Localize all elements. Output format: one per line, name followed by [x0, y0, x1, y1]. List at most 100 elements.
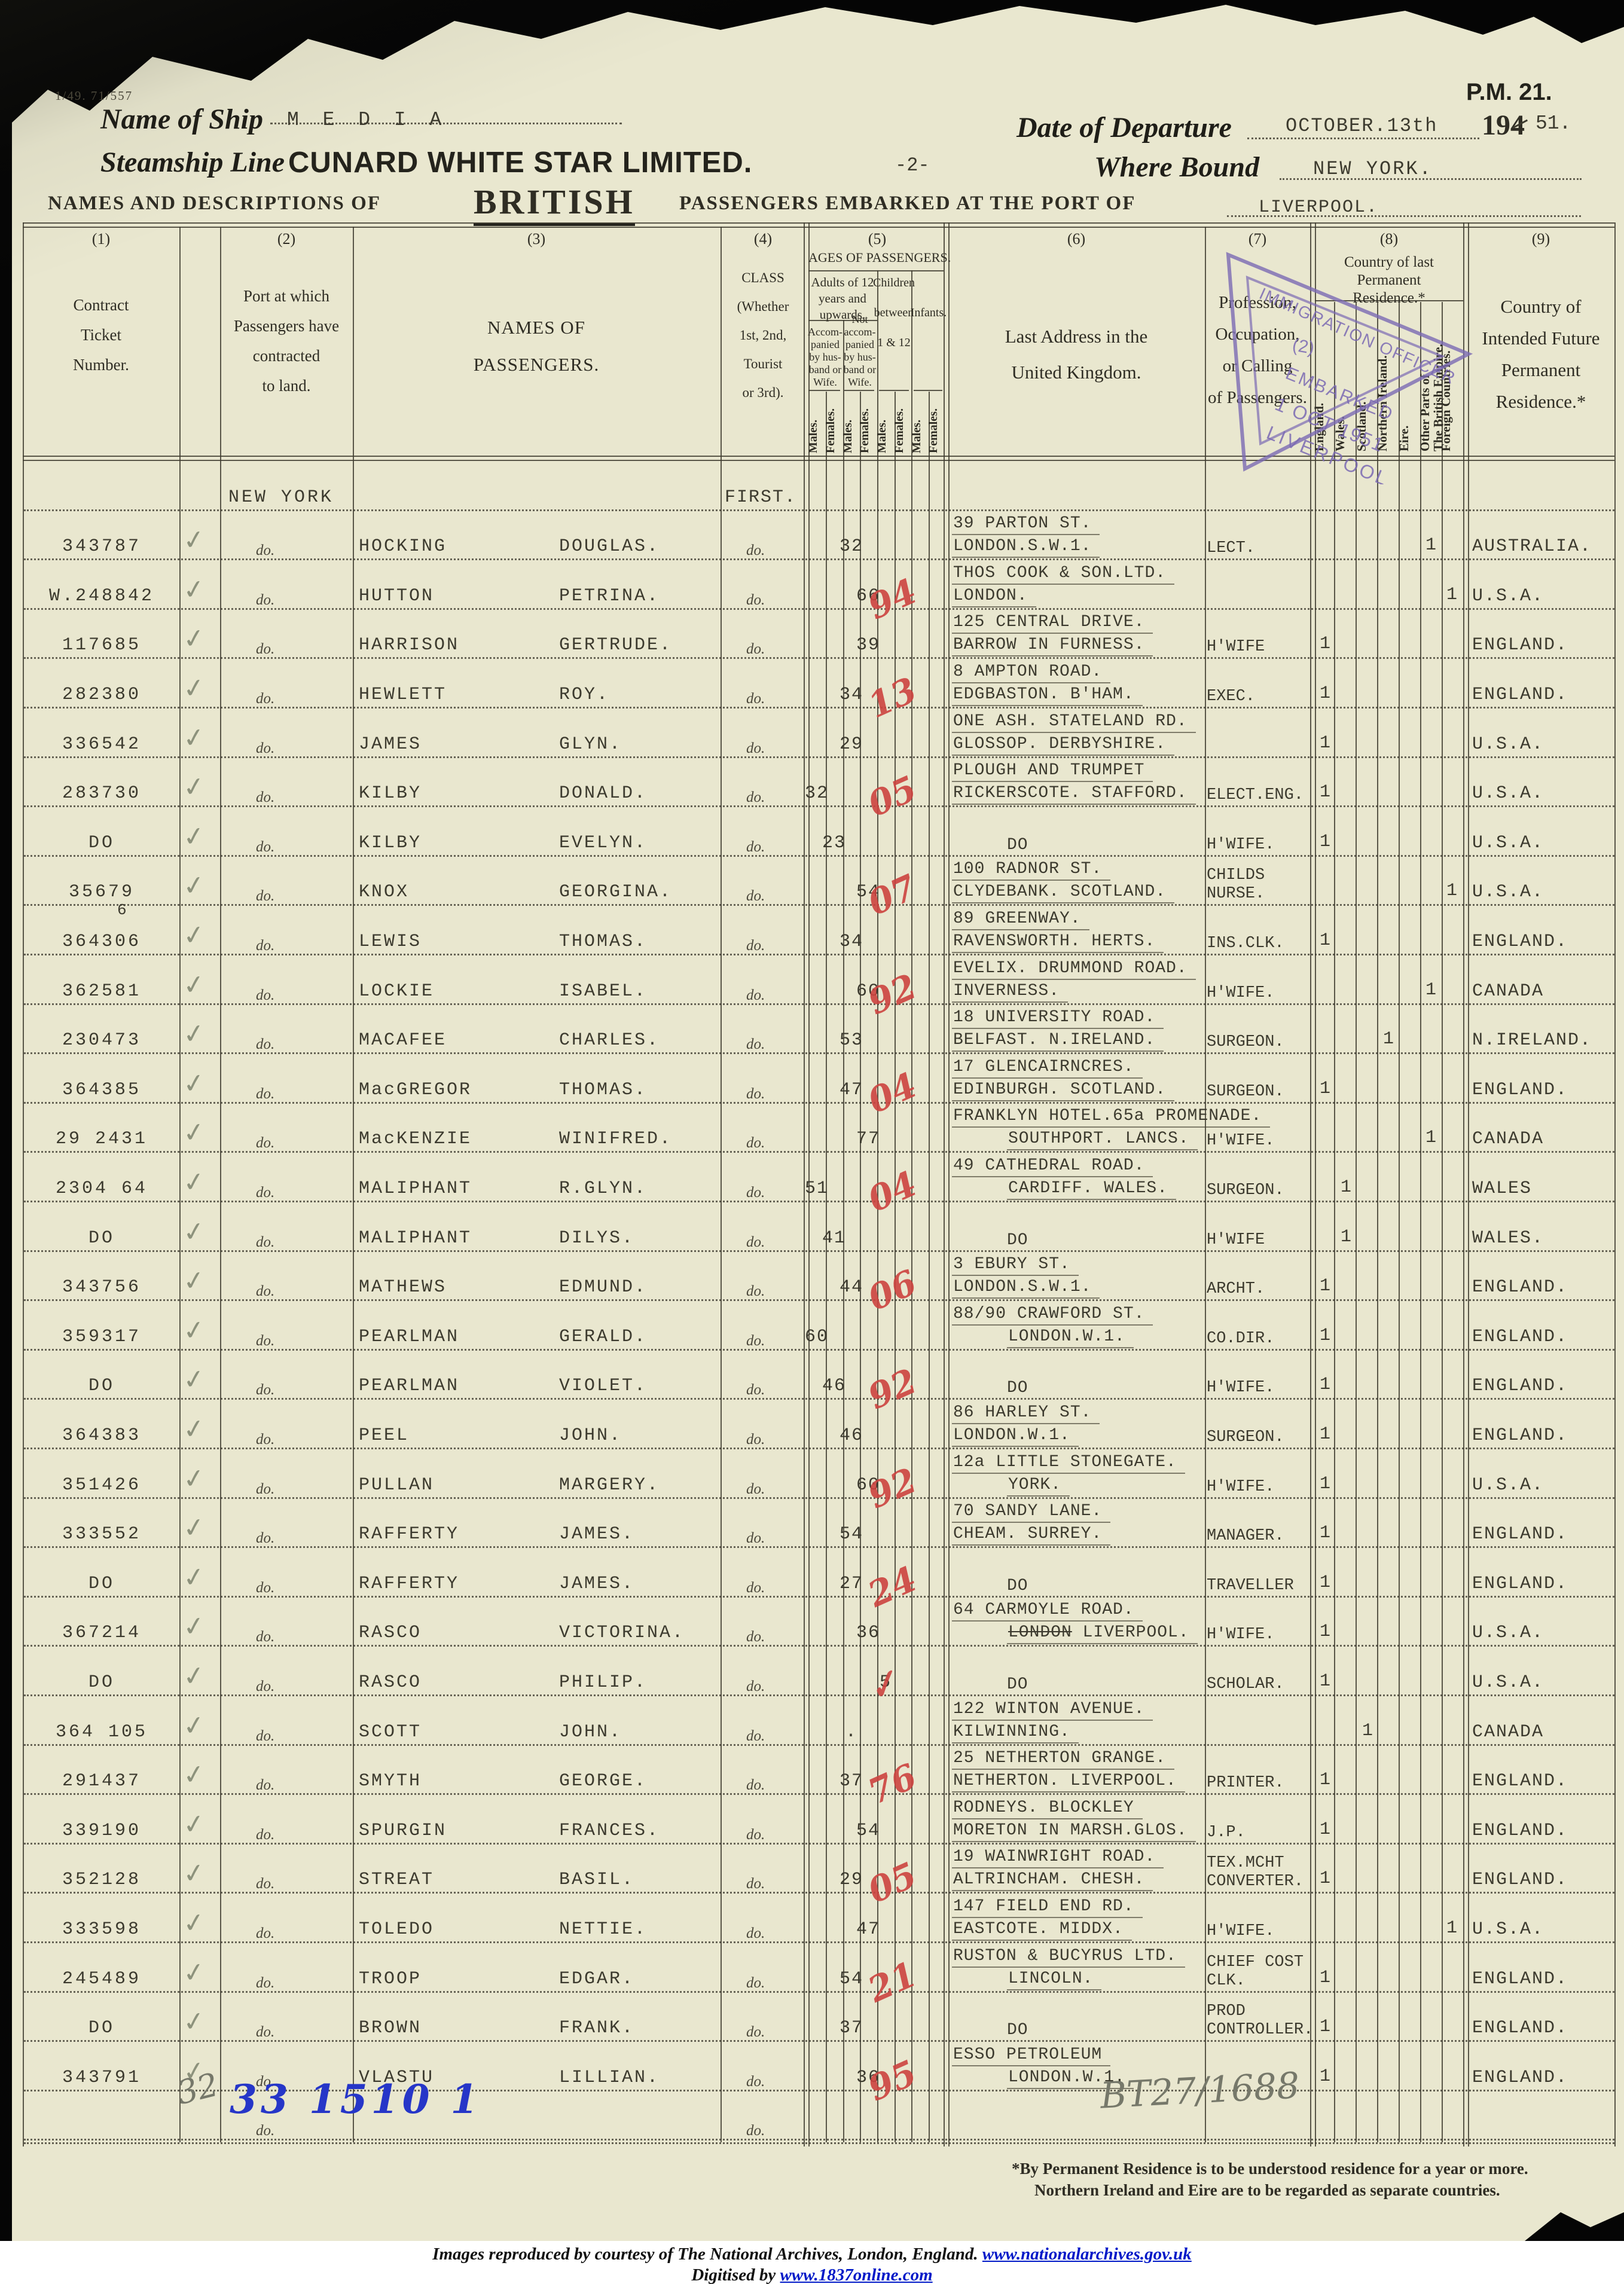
address-line-2: CLYDEBANK. SCOTLAND. [952, 883, 1175, 904]
class-ditto: do. [746, 1283, 765, 1300]
checkmark-icon: ✓ [181, 1758, 207, 1792]
age-value: 32 [804, 783, 829, 804]
row-separator [24, 1101, 1614, 1104]
1837online-link[interactable]: www.1837online.com [780, 2265, 933, 2284]
credits-text-1: Images reproduced by courtesy of The Nat… [432, 2245, 982, 2264]
surname: VLASTU [359, 2067, 435, 2088]
forename: CHARLES. [559, 1030, 660, 1051]
table-rule-line [23, 227, 1614, 228]
forename: GERTRUDE. [559, 635, 673, 656]
ticket-number: 29 2431 [55, 1129, 148, 1150]
passenger-row: 364385 ✓ do. MacGREGOR THOMAS. do. 47 04 17 GLEN… [0, 1054, 1624, 1121]
passenger-row: 362581 ✓ do. LOCKIE ISABEL. do. 60 92 EVELIX. DR… [0, 955, 1624, 1022]
forename: VIOLET. [559, 1376, 648, 1397]
ticket-number: 291437 [62, 1771, 142, 1792]
port-ditto: do. [256, 1925, 275, 1941]
column-number: (8) [1379, 230, 1399, 248]
destination-country: ENGLAND. [1472, 1820, 1568, 1841]
embark-port-value: LIVERPOOL. [1259, 197, 1379, 218]
surname: MacKENZIE [359, 1129, 472, 1150]
destination-country: U.S.A. [1472, 832, 1544, 853]
age-value: 23 [822, 832, 846, 853]
row-separator [24, 1743, 1614, 1746]
profession: ARCHT. [1207, 1280, 1265, 1299]
surname: TROOP [359, 1968, 422, 1989]
table-rule-line [808, 270, 944, 271]
surname: SMYTH [359, 1771, 422, 1792]
class-ditto: do. [746, 591, 765, 608]
column-header-label: Residence.* [1495, 391, 1586, 412]
table-rule-line [879, 390, 909, 391]
age-value: . [845, 1721, 857, 1742]
residence-mark: 1 [1319, 1424, 1332, 1445]
passenger-row: 29 2431 ✓ do. MacKENZIE WINIFRED. do. 77 FRANKL… [0, 1104, 1624, 1153]
residence-mark: 1 [1319, 634, 1332, 655]
address-line-2: EDGBASTON. B'HAM. [952, 685, 1143, 706]
port-ditto: do. [256, 1382, 275, 1399]
port-ditto: do. [256, 542, 275, 559]
checkmark-icon: ✓ [181, 1412, 207, 1446]
forename: GERALD. [559, 1326, 648, 1347]
address-line-2: LONDON.W.1. [1007, 2068, 1134, 2089]
passenger-row: 336542 ✓ do. JAMES GLYN. do. 29 ONE ASH. STATEL… [0, 709, 1624, 758]
checkmark-icon: ✓ [181, 1363, 207, 1397]
residence-mark: 1 [1319, 1770, 1332, 1791]
address-line-2: INVERNESS. [952, 982, 1069, 1003]
destination-country: ENGLAND. [1472, 1425, 1568, 1446]
checkmark-icon: ✓ [181, 573, 207, 607]
class-ditto: do. [746, 1974, 765, 1991]
residence-country-label: Northern Ireland. [1375, 355, 1390, 451]
table-rule-line [808, 390, 840, 391]
destination-country: ENGLAND. [1472, 1524, 1568, 1545]
profession: MANAGER. [1207, 1527, 1284, 1546]
ticket-number: 343791 [62, 2067, 142, 2088]
forename: THOMAS. [559, 931, 648, 952]
class-ditto: do. [746, 1925, 765, 1941]
residence-mark: 1 [1362, 1720, 1374, 1741]
residence-mark: 1 [1382, 1029, 1395, 1050]
address-line-1: RUSTON & BUCYRUS LTD. [952, 1947, 1185, 1968]
column-header-label: Permanent [1501, 359, 1581, 380]
class-ditto: do. [746, 2073, 765, 2090]
profession: H'WIFE. [1207, 1132, 1275, 1150]
age-value: 46 [839, 1425, 863, 1446]
blue-ink-annotation: 33 1510 1 [230, 2076, 482, 2123]
national-archives-link[interactable]: www.nationalarchives.gov.uk [982, 2245, 1192, 2264]
ticket-number: 343756 [62, 1277, 142, 1298]
address-line-2: LONDON.W.1. [1007, 1327, 1134, 1348]
surname: PEARLMAN [359, 1376, 460, 1397]
table-rule-line [844, 390, 874, 391]
residence-mark: 1 [1319, 1078, 1332, 1099]
table-column-line [1463, 222, 1464, 2146]
class-ditto: do. [746, 1579, 765, 1596]
class-ditto: do. [746, 641, 765, 658]
ship-name-dotline [270, 123, 622, 124]
age-value: 54 [856, 882, 880, 903]
residence-mark: 1 [1425, 1128, 1437, 1149]
ticket-number: 364 105 [55, 1721, 148, 1742]
residence-country-label: Scotland. [1354, 401, 1369, 451]
age-value: 29 [839, 1870, 863, 1891]
residence-mark: 1 [1319, 1819, 1332, 1840]
table-column-line [721, 227, 722, 2142]
address-line-1: PLOUGH AND TRUMPET [952, 761, 1153, 783]
passenger-row: DO ✓ do. RAFFERTY JAMES. do. 27 24 DO TRAVELLER 1 E… [0, 1548, 1624, 1615]
ticket-number-sub: 6 [117, 901, 127, 920]
checkmark-icon: ✓ [181, 968, 207, 1001]
column-header-label: CLASS [741, 270, 784, 285]
residence-mark: 1 [1319, 782, 1332, 803]
row-separator [24, 1842, 1614, 1845]
ticket-number: 343787 [62, 536, 142, 557]
passenger-row: 343787 ✓ do. HOCKING DOUGLAS. do. 32 39 PARTON … [0, 511, 1624, 561]
table-column-line [877, 270, 878, 2142]
age-value: 54 [856, 1820, 880, 1841]
title-suffix: PASSENGERS EMBARKED AT THE PORT OF [679, 193, 1136, 214]
column-number: (1) [91, 230, 111, 248]
age-value: 60 [804, 1326, 829, 1347]
column-header-label: Passengers have [233, 317, 340, 335]
forename: VICTORINA. [559, 1623, 685, 1644]
destination-country: U.S.A. [1472, 1623, 1544, 1644]
class-ditto: do. [746, 542, 765, 559]
surname: HARRISON [359, 635, 460, 656]
class-ditto: do. [746, 2123, 765, 2139]
